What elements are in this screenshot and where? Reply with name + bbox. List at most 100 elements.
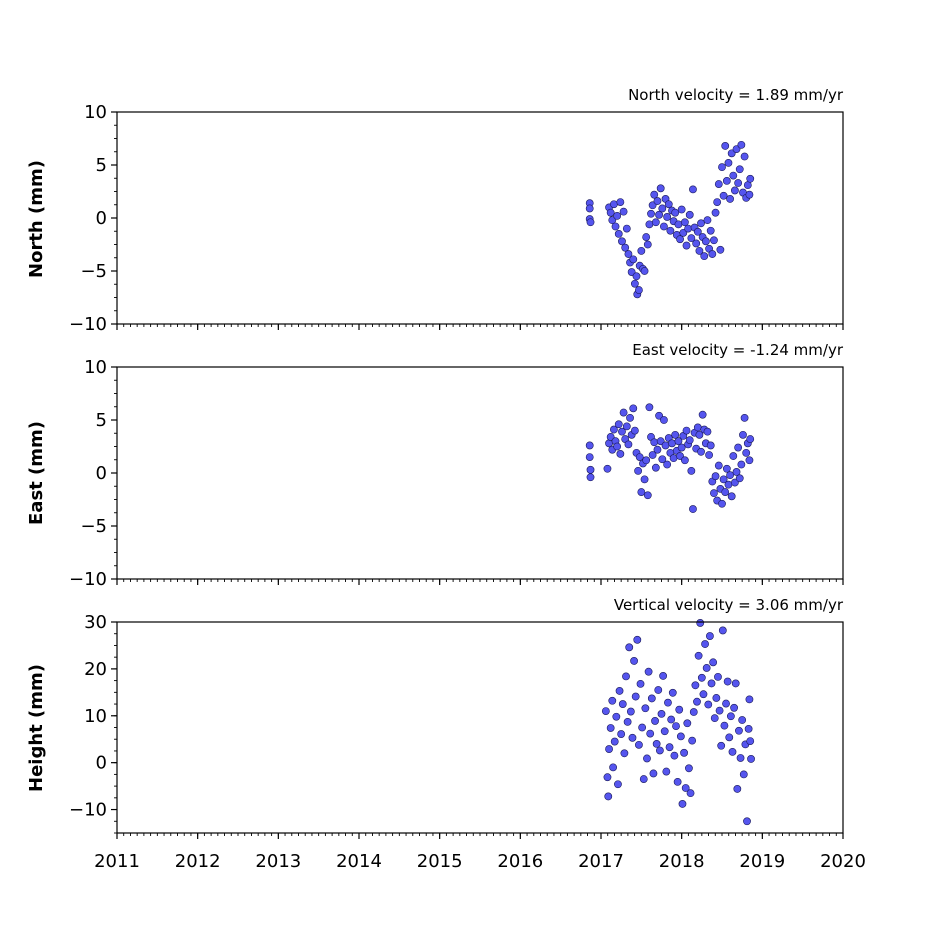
data-point [617, 730, 626, 738]
data-point [719, 475, 728, 484]
data-point [674, 220, 683, 229]
data-point [654, 686, 663, 694]
data-point [658, 455, 667, 464]
data-point [618, 427, 626, 436]
data-point [647, 209, 655, 218]
data-point [605, 745, 613, 753]
data-point [651, 463, 660, 472]
data-point [693, 227, 702, 236]
data-point [635, 740, 643, 749]
data-point [655, 746, 664, 755]
data-point [606, 208, 615, 217]
data-point [736, 754, 745, 762]
data-point [622, 422, 631, 431]
x-tick-label: 2013 [255, 851, 301, 872]
data-point [586, 473, 595, 482]
data-point [657, 710, 666, 718]
data-point [681, 784, 690, 792]
data-point [651, 218, 660, 227]
data-point [652, 740, 661, 748]
data-point [623, 717, 632, 726]
data-point [671, 430, 680, 439]
data-point [648, 451, 657, 459]
y-tick-label: 5 [96, 410, 107, 431]
data-point [620, 749, 629, 758]
data-point [722, 176, 731, 185]
data-point [717, 741, 726, 750]
data-point [643, 491, 652, 500]
data-point [731, 186, 739, 195]
x-tick-label: 2012 [175, 851, 221, 872]
data-point [655, 210, 663, 219]
data-point [668, 439, 676, 448]
data-point [643, 240, 652, 249]
data-point [713, 198, 722, 206]
data-point [656, 184, 665, 193]
data-point [585, 204, 594, 213]
data-point [603, 773, 612, 782]
y-tick-label: −10 [69, 800, 107, 821]
data-point [661, 441, 670, 450]
data-point [701, 640, 709, 648]
data-point [670, 751, 679, 760]
data-point [703, 216, 712, 225]
y-tick-label: −10 [69, 569, 107, 590]
data-point [704, 700, 713, 709]
data-point [653, 445, 662, 454]
data-point [630, 279, 639, 288]
data-point [739, 770, 748, 779]
data-point [744, 725, 753, 733]
data-point [715, 706, 724, 715]
data-point [746, 435, 755, 443]
data-point [689, 708, 698, 716]
data-point [673, 777, 682, 786]
data-point [680, 748, 688, 757]
data-point [719, 191, 728, 200]
data-point [702, 664, 711, 672]
data-point [611, 222, 620, 231]
north-y-axis-label: North (mm) [26, 160, 47, 278]
data-point [630, 426, 639, 435]
data-point [662, 767, 671, 776]
data-point [638, 723, 647, 732]
data-point [651, 717, 659, 725]
data-point [601, 707, 610, 715]
data-point [634, 466, 643, 475]
height-panel: Vertical velocity = 3.06 mm/yr Height (m… [26, 596, 866, 872]
data-point [718, 626, 727, 635]
data-point [709, 658, 718, 667]
data-point [718, 163, 726, 172]
data-point [745, 190, 754, 199]
data-point [619, 207, 628, 216]
data-point [664, 698, 672, 707]
data-point [724, 158, 733, 167]
data-point [685, 210, 694, 219]
data-point [718, 499, 726, 508]
data-point [645, 220, 654, 229]
data-point [625, 643, 634, 652]
data-point [703, 427, 712, 436]
data-point [604, 792, 613, 801]
data-point [746, 174, 755, 183]
data-point [740, 152, 749, 161]
data-point [693, 697, 701, 706]
data-point [730, 703, 738, 712]
vertical-velocity-annotation: Vertical velocity = 3.06 mm/yr [614, 596, 844, 614]
data-point [613, 442, 622, 451]
data-point [714, 180, 723, 188]
data-point [586, 465, 595, 474]
data-point [633, 635, 642, 644]
data-point [622, 224, 631, 233]
data-point [735, 165, 744, 174]
data-point [734, 443, 743, 452]
data-point [613, 211, 622, 220]
data-point [743, 817, 751, 826]
data-point [615, 687, 624, 695]
data-point [745, 695, 754, 704]
y-tick-label: 10 [84, 102, 107, 123]
data-point [711, 208, 720, 217]
data-point [649, 769, 658, 778]
data-point [645, 403, 654, 412]
data-point [635, 453, 644, 461]
